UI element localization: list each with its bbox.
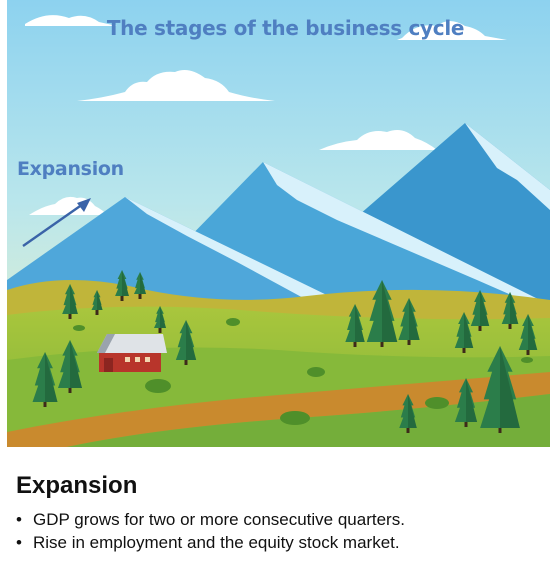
pine-tree-icon xyxy=(57,340,83,393)
pine-tree-icon xyxy=(32,352,58,407)
foreground-grass xyxy=(7,394,550,447)
pine-tree-icon xyxy=(454,312,474,353)
pine-tree-icon xyxy=(518,314,538,355)
pine-tree-icon xyxy=(115,270,129,301)
bullet-icon: • xyxy=(16,510,22,529)
stage-heading: Expansion xyxy=(16,472,138,499)
list-item: • Rise in employment and the equity stoc… xyxy=(16,531,536,554)
landscape-scene xyxy=(7,0,550,447)
pine-tree-icon xyxy=(133,272,147,299)
dirt-path xyxy=(7,372,550,447)
arrow-up-right-icon xyxy=(22,198,91,247)
pine-tree-icon xyxy=(399,394,417,433)
cloud-icon xyxy=(25,15,117,26)
pine-tree-icon xyxy=(62,284,78,319)
cloud-icon xyxy=(77,70,275,101)
bullet-text: GDP grows for two or more consecutive qu… xyxy=(33,510,405,529)
barn-icon xyxy=(97,334,167,372)
bush-icon xyxy=(73,318,533,425)
business-cycle-illustration: The stages of the business cycle Expansi… xyxy=(7,0,550,447)
pine-tree-group xyxy=(32,270,538,433)
pine-tree-icon xyxy=(501,292,519,329)
pine-tree-icon xyxy=(345,304,365,347)
page-title: The stages of the business cycle xyxy=(106,16,465,40)
pine-tree-icon xyxy=(153,306,167,333)
pine-tree-icon xyxy=(91,290,103,315)
pine-tree-icon xyxy=(398,298,420,345)
cloud-icon xyxy=(319,130,437,150)
bullet-list: • GDP grows for two or more consecutive … xyxy=(16,508,536,554)
list-item: • GDP grows for two or more consecutive … xyxy=(16,508,536,531)
pine-tree-icon xyxy=(480,346,520,433)
pine-tree-icon xyxy=(470,290,490,331)
stage-description: Expansion • GDP grows for two or more co… xyxy=(16,472,536,554)
stage-label: Expansion xyxy=(17,158,124,180)
pine-tree-icon xyxy=(454,378,478,427)
cloud-icon xyxy=(397,21,507,40)
pine-tree-icon xyxy=(175,320,197,365)
pine-tree-icon xyxy=(366,280,398,347)
bullet-icon: • xyxy=(16,533,22,552)
bullet-text: Rise in employment and the equity stock … xyxy=(33,533,400,552)
